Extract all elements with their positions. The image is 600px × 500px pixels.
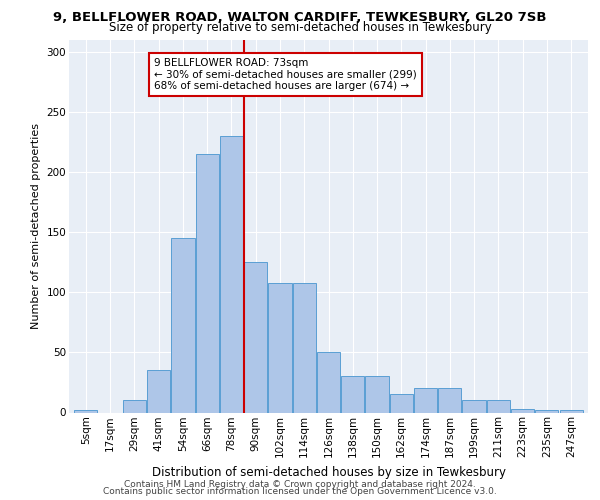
Bar [511, 409, 534, 412]
Bar [487, 400, 510, 412]
Text: 9, BELLFLOWER ROAD, WALTON CARDIFF, TEWKESBURY, GL20 7SB: 9, BELLFLOWER ROAD, WALTON CARDIFF, TEWK… [53, 11, 547, 24]
Bar [438, 388, 461, 412]
Y-axis label: Number of semi-detached properties: Number of semi-detached properties [31, 123, 41, 329]
Bar [535, 410, 558, 412]
Bar [123, 400, 146, 412]
Bar [172, 238, 194, 412]
Bar [293, 282, 316, 412]
Text: Size of property relative to semi-detached houses in Tewkesbury: Size of property relative to semi-detach… [109, 22, 491, 35]
Text: Contains HM Land Registry data © Crown copyright and database right 2024.: Contains HM Land Registry data © Crown c… [124, 480, 476, 489]
Bar [414, 388, 437, 412]
Bar [463, 400, 485, 412]
Bar [74, 410, 97, 412]
Bar [268, 282, 292, 412]
Bar [220, 136, 243, 412]
Bar [147, 370, 170, 412]
Bar [365, 376, 389, 412]
X-axis label: Distribution of semi-detached houses by size in Tewkesbury: Distribution of semi-detached houses by … [151, 466, 505, 478]
Bar [341, 376, 364, 412]
Text: Contains public sector information licensed under the Open Government Licence v3: Contains public sector information licen… [103, 487, 497, 496]
Bar [390, 394, 413, 412]
Bar [196, 154, 219, 412]
Bar [317, 352, 340, 412]
Bar [560, 410, 583, 412]
Text: 9 BELLFLOWER ROAD: 73sqm
← 30% of semi-detached houses are smaller (299)
68% of : 9 BELLFLOWER ROAD: 73sqm ← 30% of semi-d… [154, 58, 416, 91]
Bar [244, 262, 267, 412]
